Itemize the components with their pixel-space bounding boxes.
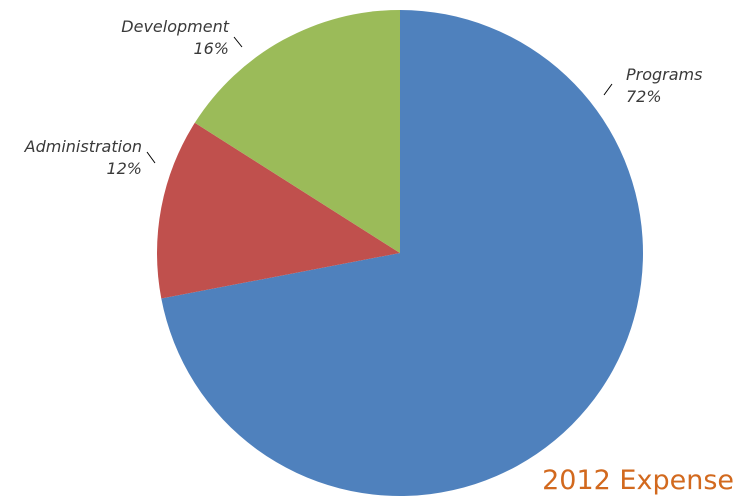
- pie-slice-administration: [156, 122, 400, 299]
- chart-title: 2012 Expense: [542, 465, 734, 496]
- leader-line-development: [233, 36, 243, 48]
- pie-slice-development: [194, 10, 400, 253]
- leader-line-programs: [603, 83, 613, 96]
- slice-percent-administration: 12%: [106, 159, 142, 178]
- leader-line-administration: [146, 151, 156, 164]
- slice-percent-programs: 72%: [626, 87, 662, 106]
- pie-slice-programs: [161, 10, 643, 497]
- pie-labels: Programs 72% Administration 12% Development 1…: [24, 17, 703, 178]
- slice-percent-development: 16%: [193, 39, 229, 58]
- slice-label-administration: Administration: [24, 137, 142, 156]
- pie-slices: [156, 10, 643, 497]
- slice-label-development: Development: [121, 17, 229, 36]
- slice-label-programs: Programs: [626, 65, 702, 84]
